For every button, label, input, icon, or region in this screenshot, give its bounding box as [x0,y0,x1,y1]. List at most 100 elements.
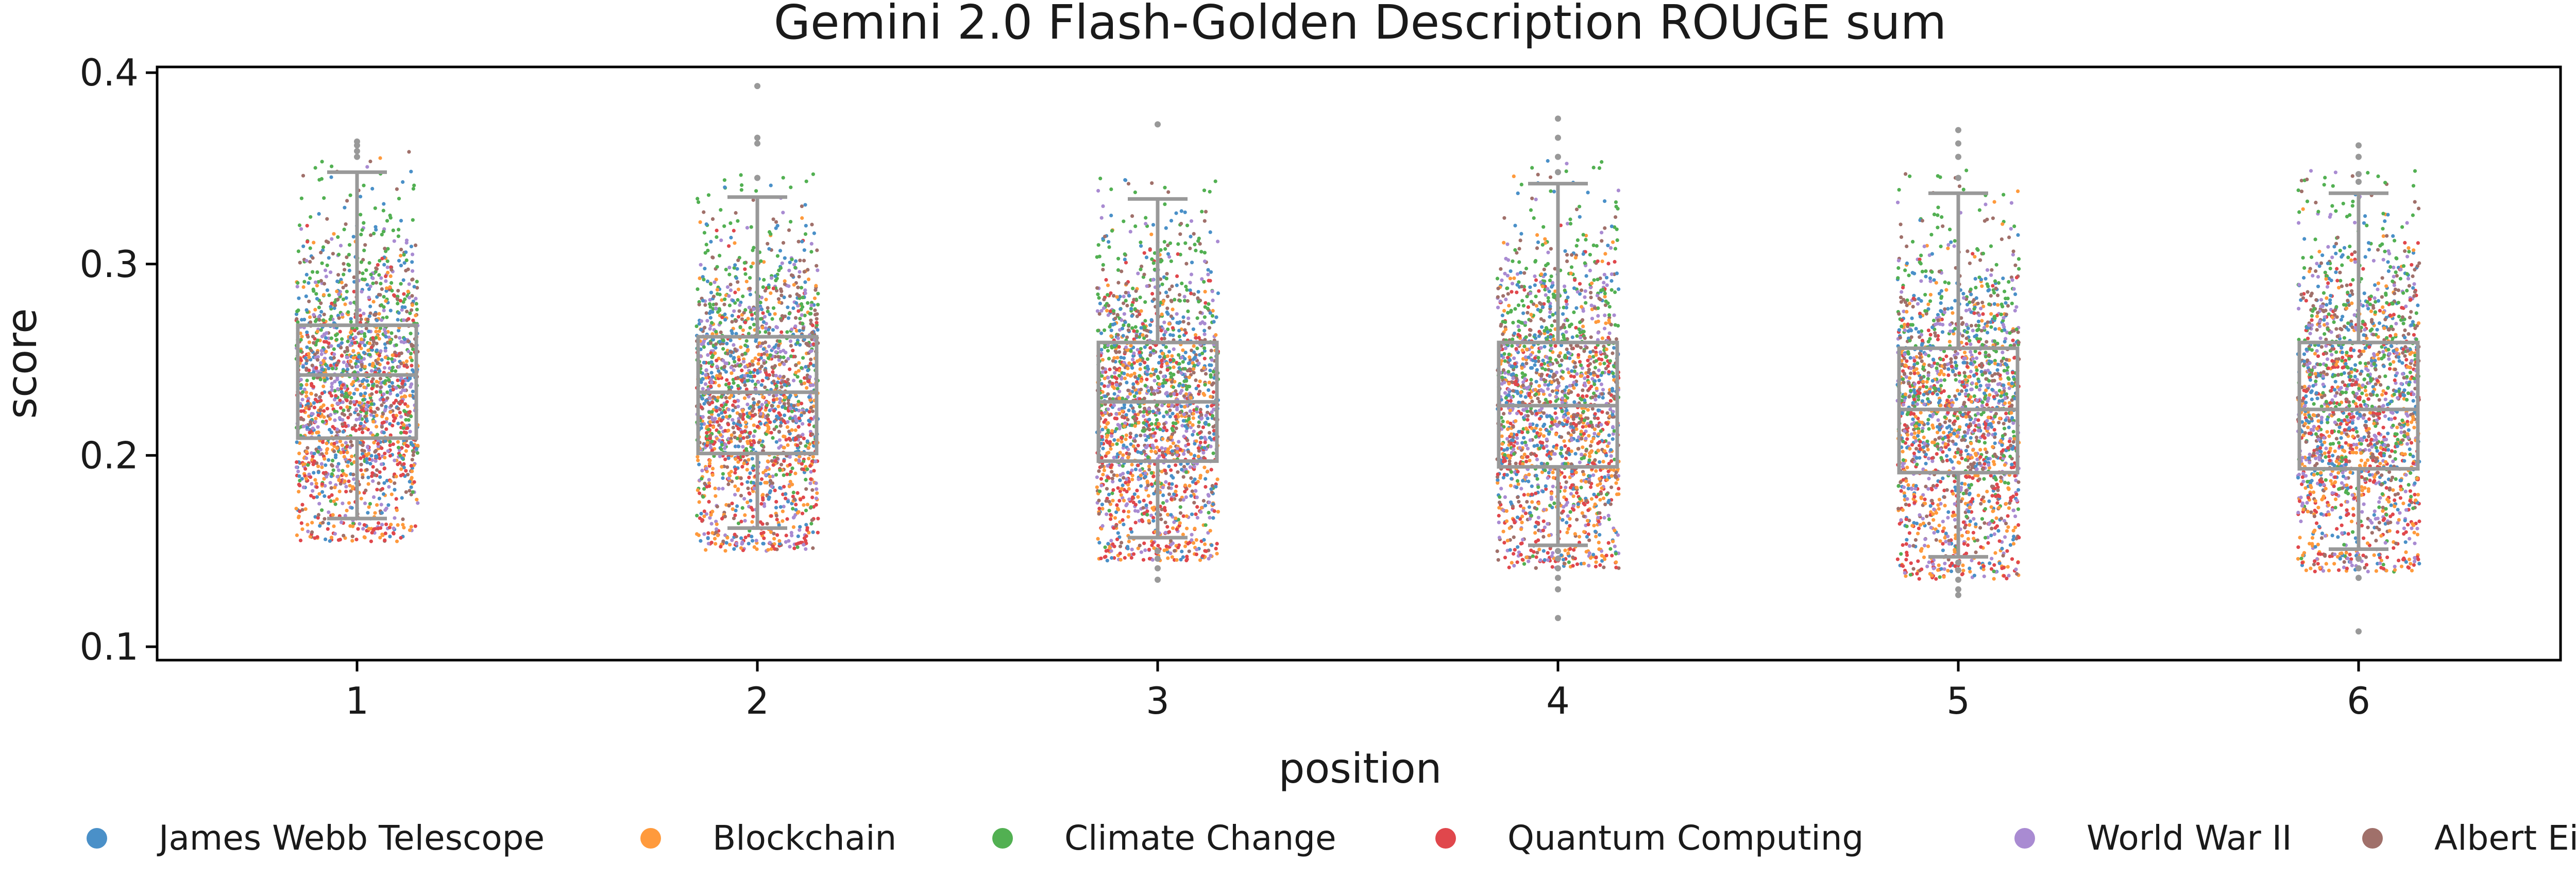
point-blockchain [805,503,810,507]
point-albert-einstein [359,317,363,321]
point-quantum-computing [777,411,781,415]
point-albert-einstein [1194,378,1198,383]
point-climate-change [346,263,350,267]
point-quantum-computing [1195,505,1199,509]
point-climate-change [710,439,714,443]
point-world-war-ii [313,280,318,284]
point-world-war-ii [704,512,708,516]
point-albert-einstein [736,258,740,262]
point-world-war-ii [411,252,415,256]
point-quantum-computing [785,472,789,476]
point-james-webb-telescope [357,355,361,359]
point-quantum-computing [325,407,330,411]
point-james-webb-telescope [327,458,331,462]
point-quantum-computing [1156,544,1160,548]
point-world-war-ii [1175,407,1179,411]
point-blockchain [386,270,390,275]
point-quantum-computing [387,525,392,529]
point-world-war-ii [814,481,818,486]
point-james-webb-telescope [333,455,338,459]
point-james-webb-telescope [1118,307,1123,311]
point-albert-einstein [761,341,765,346]
point-albert-einstein [1102,298,1106,302]
point-world-war-ii [1172,347,1176,351]
point-climate-change [799,379,803,384]
point-blockchain [307,340,312,344]
point-climate-change [777,339,782,343]
point-james-webb-telescope [388,308,393,313]
point-james-webb-telescope [365,379,369,383]
point-climate-change [309,215,313,219]
point-world-war-ii [341,502,345,506]
point-blockchain [350,539,354,543]
point-blockchain [352,460,357,464]
point-albert-einstein [1113,316,1117,321]
point-world-war-ii [699,263,703,267]
point-quantum-computing [810,323,815,327]
point-blockchain [794,329,799,333]
point-quantum-computing [748,430,752,435]
point-quantum-computing [1115,503,1119,507]
point-climate-change [415,451,420,455]
point-albert-einstein [743,383,747,387]
point-quantum-computing [788,367,792,371]
point-quantum-computing [345,399,349,403]
point-quantum-computing [1214,546,1218,550]
point-world-war-ii [723,361,727,365]
point-world-war-ii [1109,549,1113,553]
point-blockchain [391,353,395,357]
point-climate-change [329,336,333,340]
point-blockchain [807,446,811,450]
point-albert-einstein [1138,410,1142,414]
point-quantum-computing [352,329,357,333]
point-james-webb-telescope [783,413,787,418]
point-climate-change [364,268,368,272]
point-albert-einstein [771,217,775,221]
point-albert-einstein [770,459,774,463]
point-world-war-ii [778,374,782,378]
point-world-war-ii [729,366,733,370]
point-blockchain [394,474,398,479]
point-albert-einstein [1121,414,1125,419]
point-albert-einstein [371,377,375,381]
point-quantum-computing [814,503,818,507]
point-james-webb-telescope [796,534,800,539]
point-albert-einstein [763,385,767,389]
point-climate-change [816,291,820,296]
point-climate-change [1207,302,1211,306]
point-climate-change [328,317,332,321]
point-james-webb-telescope [369,454,374,458]
point-albert-einstein [714,530,718,534]
point-blockchain [402,526,406,530]
point-world-war-ii [304,258,309,263]
point-world-war-ii [1110,434,1114,438]
point-world-war-ii [313,420,317,424]
point-world-war-ii [708,327,712,331]
point-blockchain [399,253,403,258]
point-quantum-computing [306,239,310,244]
point-quantum-computing [775,533,779,537]
box [296,323,418,440]
point-climate-change [732,381,736,385]
point-albert-einstein [341,422,345,426]
point-blockchain [329,536,334,540]
point-climate-change [716,310,720,314]
point-blockchain [376,357,381,361]
point-james-webb-telescope [720,411,724,415]
point-climate-change [708,302,712,306]
point-quantum-computing [760,378,765,383]
point-albert-einstein [295,317,299,321]
point-climate-change [751,248,755,252]
point-blockchain [410,469,414,473]
point-climate-change [409,352,413,356]
point-climate-change [1197,300,1201,304]
point-climate-change [771,306,776,310]
point-james-webb-telescope [365,283,369,287]
point-james-webb-telescope [1158,355,1162,359]
point-james-webb-telescope [329,304,333,309]
point-blockchain [1136,495,1140,499]
point-blockchain [333,486,337,490]
point-climate-change [801,296,805,300]
point-albert-einstein [730,320,734,324]
point-albert-einstein [319,279,323,283]
